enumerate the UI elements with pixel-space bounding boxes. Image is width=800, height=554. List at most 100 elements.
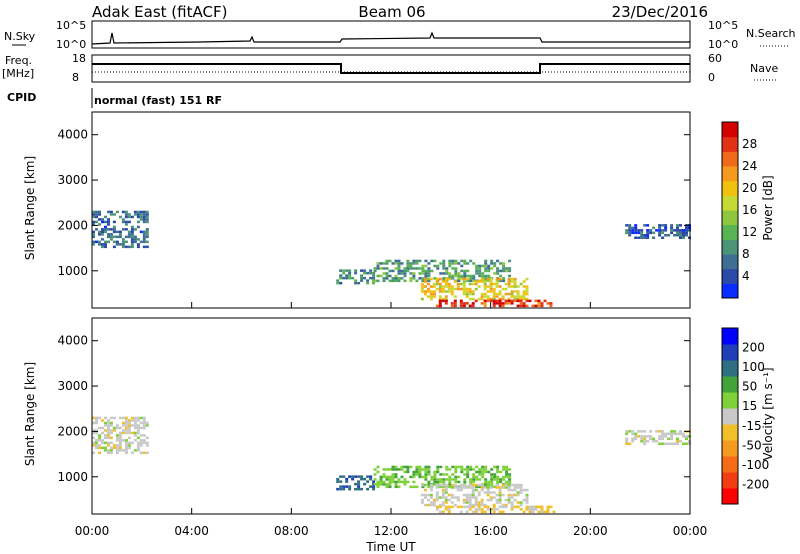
echo-cell xyxy=(631,231,635,235)
echo-cell xyxy=(388,269,392,273)
echo-cell xyxy=(444,488,448,492)
echo-cell xyxy=(462,285,466,288)
echo-cell xyxy=(682,231,685,235)
echo-cell xyxy=(424,475,428,479)
echo-cell xyxy=(522,304,526,308)
echo-cell xyxy=(104,434,107,437)
echo-cell xyxy=(453,295,457,298)
echo-cell xyxy=(474,280,478,283)
echo-cell xyxy=(442,262,446,265)
echo-cell xyxy=(495,501,499,504)
echo-cell xyxy=(496,269,500,273)
echo-cell xyxy=(366,480,370,483)
echo-cell xyxy=(133,434,137,437)
echo-cell xyxy=(432,290,436,293)
echo-cell xyxy=(391,277,395,280)
echo-cell xyxy=(459,483,463,487)
echo-cell xyxy=(127,441,131,445)
echo-cell xyxy=(498,510,502,514)
echo-cell xyxy=(124,429,128,432)
echo-cell xyxy=(499,269,503,273)
echo-cell xyxy=(448,264,452,268)
echo-cell xyxy=(510,299,514,303)
echo-cell xyxy=(489,498,493,502)
echo-cell xyxy=(432,503,436,507)
echo-cell xyxy=(336,279,340,282)
echo-cell xyxy=(495,295,499,298)
echo-cell xyxy=(442,277,446,280)
echo-cell xyxy=(439,465,443,469)
echo-cell xyxy=(447,498,451,502)
echo-cell xyxy=(142,419,146,422)
echo-cell xyxy=(471,488,475,492)
echo-cell xyxy=(376,264,380,268)
echo-cell xyxy=(145,228,149,231)
echo-cell xyxy=(95,228,98,231)
echo-cell xyxy=(516,304,520,308)
echo-cell xyxy=(107,233,110,236)
echo-cell xyxy=(519,304,523,308)
echo-cell xyxy=(466,262,470,265)
echo-cell xyxy=(403,480,407,484)
echo-cell xyxy=(546,302,550,305)
echo-cell xyxy=(643,435,647,438)
echo-cell xyxy=(525,292,529,296)
echo-cell xyxy=(373,468,377,471)
echo-cell xyxy=(502,277,506,280)
echo-cell xyxy=(121,240,125,244)
echo-cell xyxy=(477,297,481,301)
echo-cell xyxy=(481,465,485,469)
echo-cell xyxy=(420,290,424,293)
echo-cell xyxy=(477,493,481,497)
echo-cell xyxy=(98,416,101,420)
echo-cell xyxy=(400,272,404,275)
echo-cell xyxy=(471,483,475,487)
echo-cell xyxy=(376,470,380,474)
echo-cell xyxy=(127,230,131,234)
echo-cell xyxy=(486,508,490,511)
echo-cell xyxy=(372,281,376,285)
echo-cell xyxy=(481,470,485,474)
echo-cell xyxy=(109,238,113,241)
echo-cell xyxy=(112,426,116,430)
echo-cell xyxy=(502,465,506,469)
echo-cell xyxy=(481,272,485,275)
echo-cell xyxy=(336,281,340,285)
echo-cell xyxy=(477,508,481,511)
colorbar-tick-label: 20 xyxy=(742,181,757,195)
echo-cell xyxy=(484,480,488,484)
echo-cell xyxy=(492,297,496,301)
echo-cell xyxy=(109,416,113,420)
echo-cell xyxy=(339,269,343,272)
echo-cell xyxy=(507,501,511,504)
echo-cell xyxy=(130,431,134,435)
echo-cell xyxy=(409,485,413,489)
echo-cell xyxy=(676,224,679,227)
echo-cell xyxy=(507,488,511,492)
echo-cell xyxy=(388,259,392,263)
echo-cell xyxy=(406,262,410,265)
echo-cell xyxy=(109,451,113,455)
echo-cell xyxy=(369,475,373,478)
echo-cell xyxy=(546,510,550,514)
echo-cell xyxy=(631,440,635,443)
echo-cell xyxy=(483,295,487,298)
echo-cell xyxy=(477,505,481,509)
echo-cell xyxy=(658,430,662,433)
echo-cell xyxy=(493,473,497,476)
echo-cell xyxy=(342,485,346,488)
echo-cell xyxy=(136,210,140,214)
echo-cell xyxy=(433,259,437,263)
echo-cell xyxy=(484,483,488,486)
echo-cell xyxy=(507,498,511,502)
echo-cell xyxy=(448,468,452,471)
echo-cell xyxy=(92,444,95,447)
y-tick-label: 3000 xyxy=(57,173,88,187)
echo-cell xyxy=(468,505,472,509)
echo-cell xyxy=(382,277,386,280)
echo-cell xyxy=(453,287,457,291)
echo-cell xyxy=(430,259,434,263)
echo-cell xyxy=(525,297,529,301)
echo-cell xyxy=(682,236,685,239)
echo-cell xyxy=(463,269,467,273)
